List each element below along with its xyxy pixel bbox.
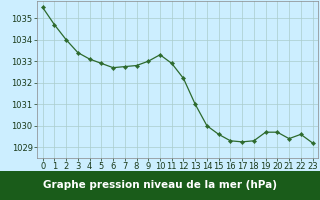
Text: Graphe pression niveau de la mer (hPa): Graphe pression niveau de la mer (hPa)	[43, 180, 277, 190]
